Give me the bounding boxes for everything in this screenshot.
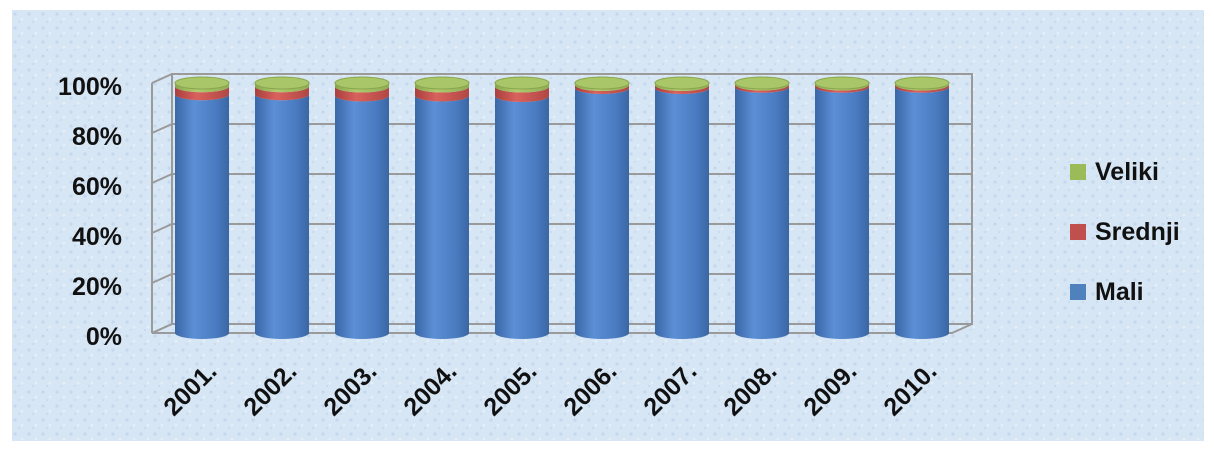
y-tick-label: 0% (86, 323, 122, 351)
bar-mali-2008 (735, 86, 789, 339)
legend-label-veliki: Veliki (1095, 158, 1159, 186)
bar-srednji-2009 (815, 84, 869, 93)
bar-veliki-2005 (495, 83, 549, 93)
y-tick-label: 40% (72, 223, 122, 251)
bar-mali-2001 (175, 94, 229, 339)
legend-label-srednji: Srednji (1095, 218, 1180, 246)
bar-srednji-2010 (895, 84, 949, 93)
cylinder-top-cap (254, 76, 310, 90)
bar-mali-2010 (895, 86, 949, 339)
cylinder-top-cap (334, 76, 390, 90)
bar-mali-2007 (655, 88, 709, 339)
bar-mali-2009 (815, 86, 869, 339)
cylinder-top-cap (574, 76, 630, 90)
y-axis-tick-labels: 0% 20% 40% 60% 80% 100% (58, 73, 122, 351)
bar-veliki-2004 (415, 83, 469, 93)
y-tick-label: 100% (58, 73, 122, 101)
bar-mali-2004 (415, 95, 469, 339)
bar-mali-2006 (575, 88, 629, 339)
legend-swatch-mali (1070, 284, 1086, 300)
cylinder-top-cap (814, 76, 870, 90)
bar-srednji-2002 (255, 86, 309, 101)
bar-mali-2003 (335, 95, 389, 339)
y-tick-label: 60% (72, 173, 122, 201)
bar-srednji-2006 (575, 85, 629, 94)
bar-srednji-2005 (495, 86, 549, 102)
legend: Veliki Srednji Mali (1070, 158, 1180, 306)
legend-swatch-srednji (1070, 224, 1086, 240)
bar-srednji-2001 (175, 86, 229, 101)
bar-veliki-2007 (655, 83, 709, 91)
bar-mali-2005 (495, 96, 549, 339)
cylinder-top-cap (174, 76, 230, 90)
cylinder-top-cap (414, 76, 470, 90)
bar-veliki-2001 (175, 83, 229, 93)
bar-veliki-2006 (575, 83, 629, 91)
y-tick-label: 20% (72, 273, 122, 301)
cylinder-top-cap (494, 76, 550, 90)
cylinder-top-cap (654, 76, 710, 90)
legend-swatch-veliki (1070, 164, 1086, 180)
bar-cylinders (174, 76, 950, 339)
bar-srednji-2004 (415, 86, 469, 102)
bar-srednji-2003 (335, 86, 389, 102)
y-tick-label: 80% (72, 123, 122, 151)
bar-mali-2002 (255, 94, 309, 339)
gridline (151, 73, 972, 84)
bar-veliki-2002 (255, 83, 309, 93)
bar-srednji-2008 (735, 84, 789, 93)
stacked-cylinder-chart: 0%20%40%60%80%100% 2001. 2002. 2003. 2004. 2… (12, 10, 1204, 441)
cylinder-top-cap (894, 76, 950, 90)
bar-veliki-2003 (335, 83, 389, 93)
legend-label-mali: Mali (1095, 278, 1144, 306)
chart-frame: 0% 20% 40% 60% 80% 100% 2001. 2002. 2003. 2004. 2… (12, 10, 1204, 441)
bar-srednji-2007 (655, 85, 709, 94)
cylinder-top-cap (734, 76, 790, 90)
